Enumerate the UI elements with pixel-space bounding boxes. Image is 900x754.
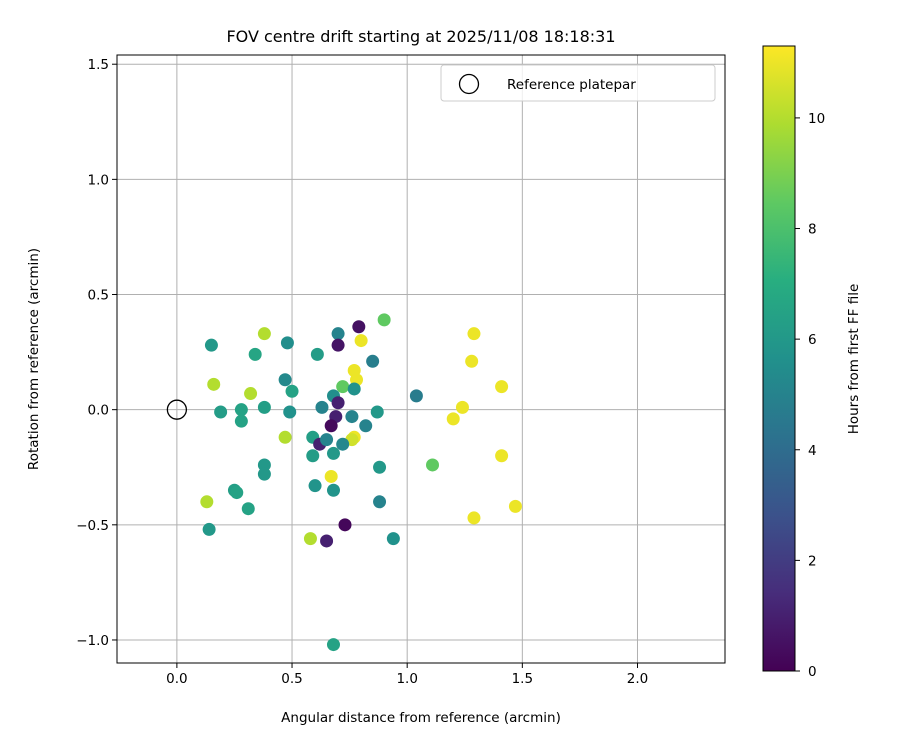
- x-tick-label: 2.0: [627, 671, 648, 687]
- data-point: [278, 430, 292, 444]
- y-tick-label: 0.0: [88, 403, 109, 419]
- data-point: [241, 502, 255, 516]
- data-point: [230, 486, 244, 500]
- data-point: [359, 419, 373, 433]
- data-point: [326, 446, 340, 460]
- y-tick-label: 1.5: [88, 57, 109, 73]
- data-point: [352, 320, 366, 334]
- data-point: [303, 532, 317, 546]
- data-point: [204, 338, 218, 352]
- legend: Reference platepar: [440, 64, 716, 102]
- colorbar-ticks: 0 2 4 6 8 10: [795, 111, 825, 680]
- y-axis-label: Rotation from reference (arcmin): [26, 248, 42, 470]
- data-point: [338, 518, 352, 532]
- data-point: [320, 534, 334, 548]
- reference-point: [166, 399, 188, 420]
- colorbar-tick-label: 0: [808, 664, 817, 680]
- data-point: [331, 338, 345, 352]
- data-point: [386, 532, 400, 546]
- data-point: [200, 495, 214, 509]
- data-point: [373, 495, 387, 509]
- colorbar-tick-label: 10: [808, 111, 825, 127]
- data-point: [244, 387, 258, 401]
- data-point: [426, 458, 440, 472]
- data-point: [347, 382, 361, 396]
- data-point: [308, 479, 322, 493]
- data-point: [465, 354, 479, 368]
- colorbar: [762, 45, 796, 672]
- data-point: [495, 449, 509, 463]
- x-tick-label: 1.5: [512, 671, 533, 687]
- colorbar-tick-label: 2: [808, 553, 817, 569]
- data-point: [214, 405, 228, 419]
- data-point: [283, 405, 297, 419]
- y-tick-label: 1.0: [88, 172, 109, 188]
- data-point: [446, 412, 460, 426]
- legend-marker: [458, 73, 480, 95]
- y-tick-label: −0.5: [76, 518, 109, 534]
- x-tick-label: 0.5: [281, 671, 302, 687]
- data-point: [366, 354, 380, 368]
- data-point: [278, 373, 292, 387]
- data-point: [326, 638, 340, 652]
- data-point: [280, 336, 294, 350]
- colorbar-tick-label: 6: [808, 332, 817, 348]
- data-point: [377, 313, 391, 327]
- data-point: [285, 384, 299, 398]
- data-point: [257, 400, 271, 414]
- data-point: [326, 483, 340, 497]
- data-point: [315, 400, 329, 414]
- data-point: [248, 347, 262, 361]
- y-tick-label: 0.5: [88, 288, 109, 304]
- colorbar-tick-label: 4: [808, 443, 817, 459]
- data-point: [370, 405, 384, 419]
- data-point: [207, 377, 221, 391]
- data-point: [310, 347, 324, 361]
- data-point: [234, 414, 248, 428]
- data-point: [455, 400, 469, 414]
- x-axis-label: Angular distance from reference (arcmin): [281, 710, 561, 726]
- data-point: [336, 437, 350, 451]
- colorbar-label: Hours from first FF file: [846, 284, 862, 435]
- x-tick-label: 1.0: [396, 671, 417, 687]
- x-tick-label: 0.0: [166, 671, 187, 687]
- data-point: [409, 389, 423, 403]
- data-point: [306, 449, 320, 463]
- data-point: [373, 460, 387, 474]
- data-point: [324, 469, 338, 483]
- points: [200, 313, 522, 652]
- data-point: [257, 467, 271, 481]
- legend-box: [440, 64, 716, 102]
- data-point: [331, 327, 345, 341]
- data-point: [320, 433, 334, 447]
- data-point: [495, 380, 509, 394]
- axis-ticks: 0.0 0.5 1.0 1.5 2.0 −1.0 −0.5 0.0 0.5 1.0 1.5: [76, 57, 648, 687]
- data-point: [467, 327, 481, 341]
- data-point: [345, 410, 359, 424]
- data-point: [202, 522, 216, 536]
- grid: [117, 55, 725, 663]
- data-point: [467, 511, 481, 525]
- data-point: [508, 499, 522, 513]
- chart-title: FOV centre drift starting at 2025/11/08 …: [226, 27, 615, 46]
- data-point: [257, 327, 271, 341]
- legend-entry: Reference platepar: [507, 77, 636, 93]
- plot-frame: [116, 54, 726, 664]
- data-point: [336, 380, 350, 394]
- colorbar-tick-label: 8: [808, 222, 817, 238]
- data-point: [324, 419, 338, 433]
- data-point: [331, 396, 345, 410]
- y-tick-label: −1.0: [76, 633, 109, 649]
- data-point: [354, 334, 368, 348]
- data-point: [234, 403, 248, 417]
- data-point: [257, 458, 271, 472]
